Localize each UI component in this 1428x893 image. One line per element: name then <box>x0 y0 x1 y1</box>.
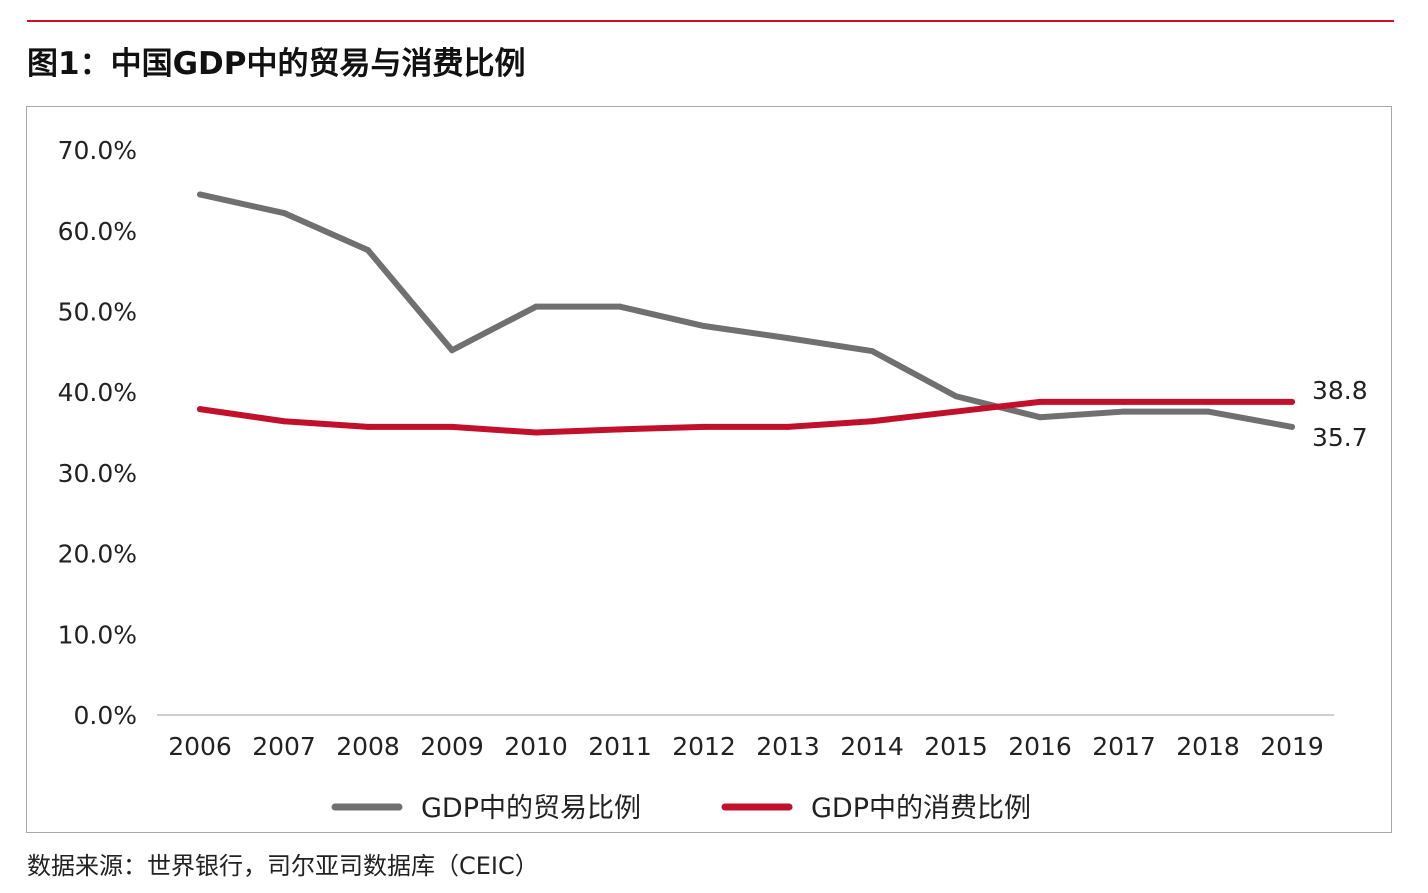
data-point <box>449 347 455 354</box>
data-point <box>449 423 455 430</box>
x-tick-label: 2019 <box>1260 732 1324 761</box>
x-tick-label: 2012 <box>672 732 736 761</box>
figure-title: 图1：中国GDP中的贸易与消费比例 <box>27 46 526 82</box>
data-point <box>365 423 371 430</box>
data-point <box>1037 398 1043 405</box>
x-axis-ticks: 2006 2007 2008 2009 2010 2011 2012 2013 2014 2015… <box>168 732 1324 761</box>
y-tick-label: 40.0% <box>58 378 137 407</box>
data-point <box>701 423 707 430</box>
x-tick-label: 2011 <box>588 732 652 761</box>
y-tick-label: 20.0% <box>58 540 137 569</box>
y-tick-label: 50.0% <box>58 298 137 327</box>
x-tick-label: 2018 <box>1176 732 1240 761</box>
data-point <box>197 406 203 413</box>
y-axis-ticks: 70.0% 60.0% 50.0% 40.0% 30.0% 20.0% 10.0% 0.0% <box>58 136 137 730</box>
x-tick-label: 2008 <box>336 732 400 761</box>
data-point <box>785 423 791 430</box>
x-tick-label: 2015 <box>924 732 988 761</box>
data-point <box>953 408 959 415</box>
top-rule <box>27 20 1394 22</box>
source-note: 数据来源：世界银行，司尔亚司数据库（CEIC） <box>27 852 539 880</box>
x-tick-label: 2009 <box>420 732 484 761</box>
x-tick-label: 2013 <box>756 732 820 761</box>
data-point <box>1289 423 1295 430</box>
y-tick-label: 60.0% <box>58 217 137 246</box>
data-point <box>281 418 287 425</box>
data-point <box>1205 408 1211 415</box>
data-point <box>1205 398 1211 405</box>
data-point <box>701 323 707 330</box>
line-chart: 70.0%60.0%50.0%40.0%30.0%20.0%10.0%0.0% … <box>58 136 1368 824</box>
legend-label: GDP中的消费比例 <box>811 793 1031 824</box>
data-point <box>197 191 203 198</box>
end-value-label: 38.8 <box>1312 376 1368 405</box>
data-point <box>1121 398 1127 405</box>
data-point <box>785 335 791 342</box>
data-point <box>953 393 959 400</box>
data-point <box>533 303 539 310</box>
series-line-2 <box>197 398 1295 436</box>
series-layer <box>197 191 1295 436</box>
data-point <box>365 247 371 254</box>
legend: GDP中的贸易比例 GDP中的消费比例 <box>331 793 1031 824</box>
x-tick-label: 2014 <box>840 732 904 761</box>
end-labels: 35.7 38.8 <box>1312 376 1368 452</box>
y-tick-label: 0.0% <box>73 701 137 730</box>
y-tick-label: 10.0% <box>58 620 137 649</box>
end-value-label: 35.7 <box>1312 423 1368 452</box>
data-point <box>617 426 623 433</box>
data-point <box>869 348 875 355</box>
x-tick-label: 2006 <box>168 732 232 761</box>
data-point <box>617 303 623 310</box>
y-tick-label: 70.0% <box>58 136 137 165</box>
data-point <box>1289 398 1295 405</box>
y-tick-label: 30.0% <box>58 459 137 488</box>
legend-label: GDP中的贸易比例 <box>421 793 641 824</box>
data-point <box>1037 414 1043 421</box>
data-point <box>281 210 287 217</box>
series-line-1 <box>197 191 1295 430</box>
chart-frame: 70.0% 60.0% 50.0% 40.0% 30.0% 20.0% 10.0% 0.0% … <box>26 106 1392 833</box>
x-tick-label: 2010 <box>504 732 568 761</box>
data-point <box>1121 408 1127 415</box>
x-tick-label: 2016 <box>1008 732 1072 761</box>
data-point <box>533 429 539 436</box>
data-point <box>869 418 875 425</box>
x-tick-label: 2017 <box>1092 732 1156 761</box>
x-tick-label: 2007 <box>252 732 316 761</box>
